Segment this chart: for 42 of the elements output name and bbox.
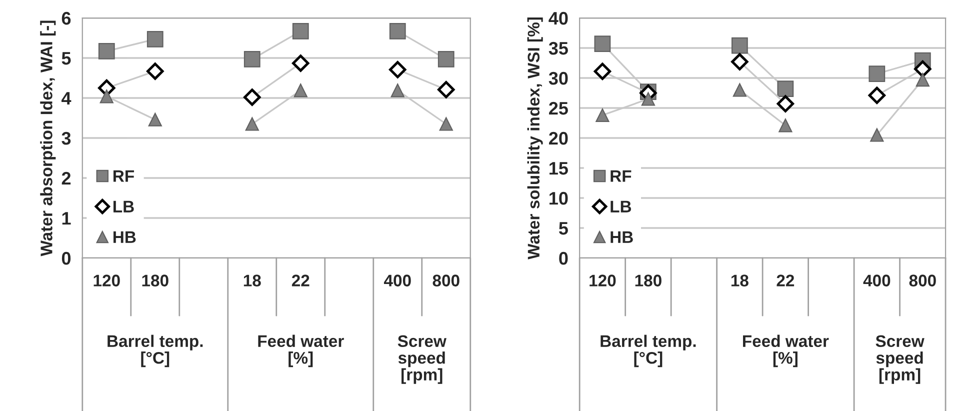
- y-tick-label: 15: [550, 162, 568, 175]
- x-tick-label: 400: [863, 274, 890, 286]
- y-axis-title: Water absorption Idex, WAI [-]: [40, 20, 56, 256]
- y-tick-label: 10: [550, 192, 568, 205]
- x-tick-label: 800: [432, 274, 460, 286]
- x-tick-label: 120: [94, 274, 120, 286]
- legend-label: RF: [610, 170, 632, 182]
- text: Feed water [%]: [743, 334, 829, 368]
- legend-label: RF: [114, 170, 134, 182]
- x-tick-label: 800: [909, 274, 936, 286]
- y-tick-label: 35: [548, 42, 568, 55]
- x-tick-label: 180: [635, 274, 662, 286]
- y-tick-label: 20: [549, 132, 568, 145]
- y-tick-label: 5: [558, 222, 568, 235]
- text: Screw speed [rpm]: [876, 335, 924, 384]
- y-tick-label: 25: [549, 102, 568, 115]
- text: Barrel temp. [°C]: [108, 334, 203, 368]
- x-tick-label: 180: [142, 274, 168, 286]
- x-tick-label: 400: [384, 274, 411, 286]
- y-axis-title: Water solubility index, WSI [%]: [527, 17, 543, 260]
- legend-label: LB: [610, 200, 632, 212]
- text: Feed water [%]: [258, 334, 344, 368]
- y-tick-label: 1: [62, 212, 71, 225]
- y-tick-label: 0: [559, 252, 568, 265]
- x-tick-label: 22: [776, 274, 794, 286]
- text: Screw speed [rpm]: [398, 335, 446, 384]
- text: Barrel temp. [°C]: [600, 334, 696, 368]
- y-tick-label: 6: [62, 12, 71, 25]
- x-tick-label: 22: [292, 274, 310, 286]
- legend-label: HB: [114, 231, 136, 243]
- legend-label: HB: [610, 231, 633, 243]
- y-tick-label: 40: [548, 12, 568, 25]
- y-tick-label: 0: [62, 252, 71, 265]
- legend-label: LB: [114, 200, 134, 212]
- x-tick-label: 18: [244, 274, 261, 286]
- y-tick-label: 30: [548, 72, 568, 85]
- y-tick-label: 4: [62, 92, 72, 105]
- y-tick-label: 2: [62, 172, 71, 185]
- y-tick-label: 5: [62, 52, 71, 65]
- x-tick-label: 120: [590, 274, 616, 286]
- x-tick-label: 18: [731, 274, 748, 286]
- y-tick-label: 3: [62, 132, 71, 145]
